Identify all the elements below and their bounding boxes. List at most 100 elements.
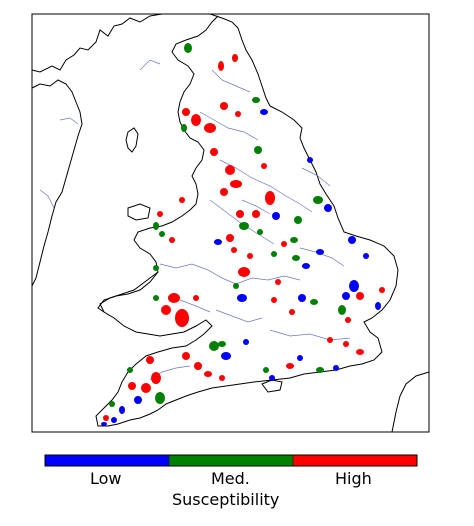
coast-isle-of-man (125, 127, 139, 153)
patch-high (157, 211, 163, 217)
coast-ireland (31, 79, 83, 287)
patch-low (297, 355, 303, 361)
patch-low (342, 292, 350, 300)
patch-medium (181, 124, 187, 132)
coast-great-britain (95, 15, 399, 427)
legend-label-low: Low (90, 469, 122, 488)
patch-high (327, 337, 333, 343)
patch-medium (271, 251, 277, 257)
patch-low (316, 249, 324, 255)
river-5 (219, 159, 313, 213)
patch-high (238, 267, 250, 277)
patch-high (235, 111, 241, 117)
patch-high (261, 163, 267, 169)
patch-high (193, 295, 199, 301)
patch-low (260, 109, 268, 115)
patch-medium (338, 305, 346, 315)
patch-low (237, 294, 247, 302)
river-13 (241, 199, 271, 215)
patch-medium (239, 222, 249, 230)
patch-medium (184, 43, 192, 53)
patch-low (101, 422, 107, 426)
patch-high (179, 197, 185, 203)
river-1 (59, 117, 79, 125)
river-4 (199, 111, 259, 141)
patch-high (141, 383, 151, 393)
patch-low (134, 396, 142, 404)
patch-high (128, 382, 136, 390)
patch-high (169, 237, 175, 243)
patch-high (204, 123, 216, 133)
patch-high (220, 102, 228, 110)
colorbar-outline (44, 454, 418, 467)
patch-medium (292, 255, 300, 261)
patch-high (281, 241, 287, 247)
legend-title: Susceptibility (172, 490, 280, 509)
legend-label-high: High (335, 469, 372, 488)
river-12 (179, 299, 211, 313)
colorbar-low (45, 455, 169, 466)
patch-medium (218, 341, 226, 347)
patch-high (226, 234, 234, 242)
patch-high (191, 114, 201, 126)
patch-high (236, 210, 244, 218)
colorbar-high (293, 455, 417, 466)
colorbar (44, 454, 418, 467)
patch-low (221, 352, 231, 360)
patch-low (298, 294, 306, 302)
coast-wales-west (97, 271, 159, 313)
map-frame (31, 13, 430, 433)
patch-low (269, 375, 275, 381)
patch-medium (153, 295, 159, 301)
patch-high (247, 253, 253, 259)
patch-high (345, 317, 351, 323)
river-8 (235, 275, 301, 285)
patch-high (220, 188, 228, 196)
patch-medium (310, 299, 318, 305)
patch-medium (290, 237, 298, 243)
patch-low (272, 212, 280, 220)
patch-medium (153, 222, 159, 230)
river-7 (159, 263, 237, 285)
patch-high (161, 305, 171, 315)
patch-high (182, 108, 190, 116)
patch-medium (153, 265, 159, 271)
rivers (39, 59, 351, 381)
patch-high (230, 180, 242, 188)
river-10 (215, 309, 263, 323)
patch-high (379, 287, 385, 293)
patch-high (204, 371, 212, 377)
patch-low (111, 417, 117, 423)
river-9 (299, 247, 345, 267)
patch-high (356, 349, 364, 355)
coast-france (391, 371, 430, 433)
patch-medium (254, 146, 262, 154)
patch-high (343, 341, 349, 347)
patch-high (252, 210, 260, 218)
susceptibility-patches (101, 43, 385, 426)
patch-medium (127, 367, 133, 373)
patch-low (243, 339, 249, 345)
patch-low (324, 204, 332, 212)
patch-high (356, 292, 364, 300)
patch-high (219, 375, 225, 381)
river-6 (209, 199, 275, 245)
patch-medium (316, 367, 324, 373)
patch-medium (155, 392, 165, 404)
patch-medium (159, 231, 165, 237)
patch-high (146, 356, 154, 364)
river-11 (269, 329, 351, 341)
patch-high (231, 247, 237, 253)
patch-high (103, 415, 109, 421)
patch-high (289, 309, 295, 315)
patch-medium (209, 341, 219, 351)
patch-low (214, 239, 222, 245)
patch-medium (109, 401, 115, 407)
legend-label-medium: Med. (211, 469, 250, 488)
patch-medium (313, 196, 323, 204)
patch-high (151, 372, 161, 384)
patch-high (286, 363, 294, 369)
patch-medium (294, 216, 302, 224)
patch-medium (252, 97, 260, 103)
